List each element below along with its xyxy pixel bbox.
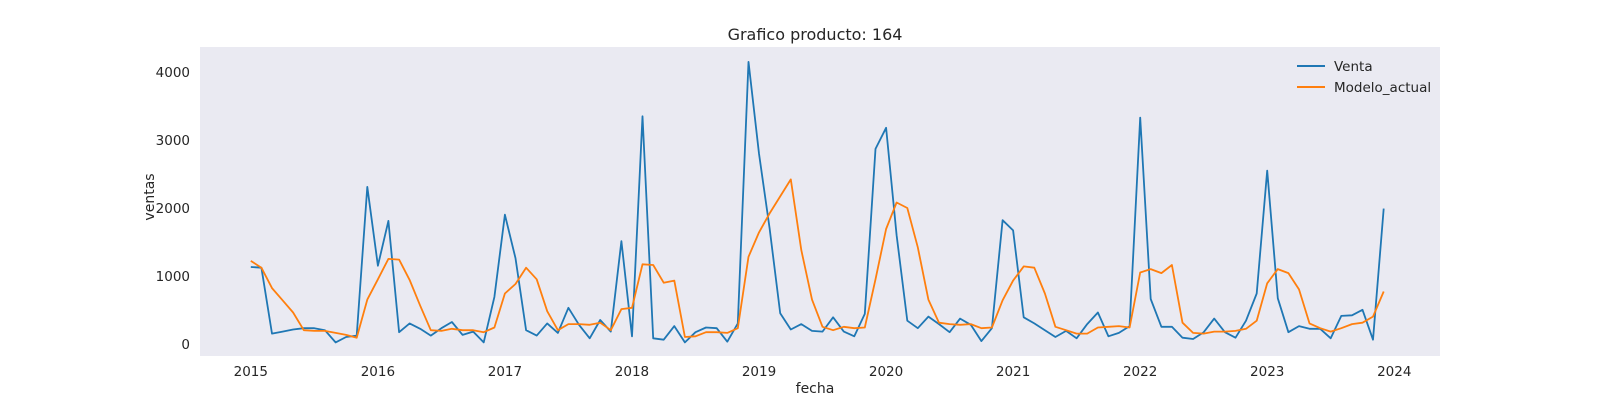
series-line-modelo-actual <box>250 178 1385 339</box>
legend: Venta Modelo_actual <box>1297 59 1431 96</box>
series-line-venta <box>250 61 1385 344</box>
series-layer <box>250 61 1385 344</box>
x-tick-label-2020: 2020 <box>869 364 903 380</box>
legend-label-modelo-actual: Modelo_actual <box>1334 80 1431 96</box>
x-tick-label-2019: 2019 <box>742 364 776 380</box>
legend-label-venta: Venta <box>1334 59 1373 75</box>
y-axis-ticks: 0 1000 2000 3000 4000 <box>156 65 190 353</box>
x-tick-label-2023: 2023 <box>1250 364 1284 380</box>
y-axis-label: ventas <box>142 173 158 220</box>
x-tick-label-2016: 2016 <box>361 364 395 380</box>
y-tick-label-4000: 4000 <box>156 65 190 81</box>
x-tick-label-2024: 2024 <box>1377 364 1411 380</box>
y-tick-label-1000: 1000 <box>156 269 190 285</box>
x-axis-ticks: 2015 2016 2017 2018 2019 2020 2021 2022 2023 2024 <box>234 364 1412 380</box>
y-tick-label-3000: 3000 <box>156 133 190 149</box>
x-tick-label-2018: 2018 <box>615 364 649 380</box>
y-tick-label-2000: 2000 <box>156 201 190 217</box>
plot-area <box>200 47 1440 356</box>
y-tick-label-0: 0 <box>181 337 190 353</box>
x-tick-label-2021: 2021 <box>996 364 1030 380</box>
x-tick-label-2017: 2017 <box>488 364 522 380</box>
chart-title: Grafico producto: 164 <box>728 25 903 44</box>
x-axis-label: fecha <box>796 381 835 397</box>
x-tick-label-2015: 2015 <box>234 364 268 380</box>
x-tick-label-2022: 2022 <box>1123 364 1157 380</box>
